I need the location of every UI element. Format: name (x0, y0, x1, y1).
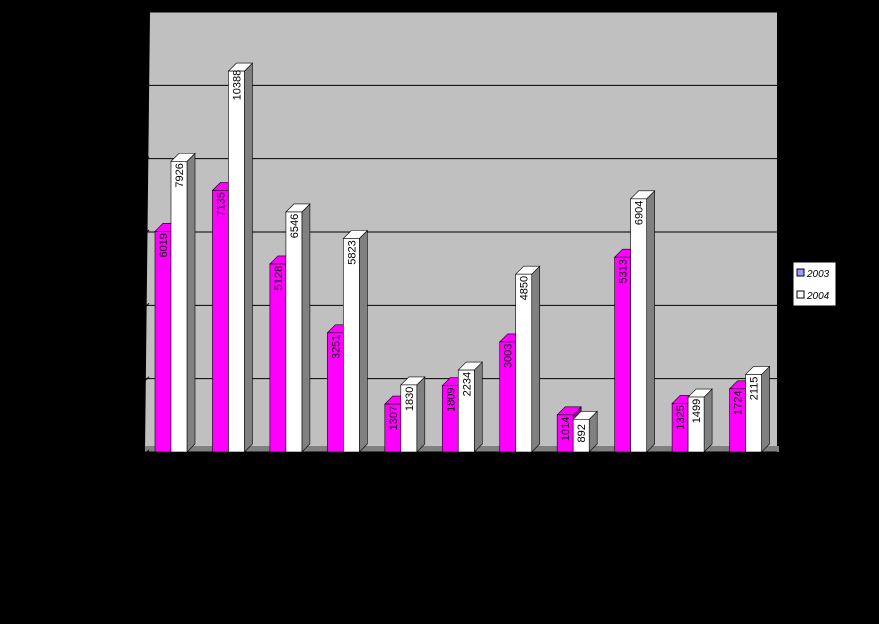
bar-side-s1-3 (359, 229, 368, 453)
legend-swatch-2004 (796, 290, 805, 299)
bar-s1-3 (343, 238, 360, 453)
data-label-s1-9: 1499 (691, 399, 703, 423)
data-label-s1-6: 4850 (519, 276, 531, 300)
gridline-tick (144, 229, 150, 235)
legend: 2003 2004 (792, 261, 837, 307)
data-label-s0-8: 5313 (618, 259, 630, 283)
data-label-s1-0: 7926 (174, 163, 186, 187)
bar-s0-1 (212, 190, 229, 453)
bars-group (154, 62, 771, 453)
data-label-s0-6: 3003 (503, 344, 515, 368)
bar-side-s1-8 (646, 190, 655, 453)
bar-s0-0 (154, 231, 172, 453)
bar-s1-8 (630, 198, 647, 453)
bar-s1-0 (170, 161, 188, 453)
data-label-s0-3: 3251 (330, 335, 342, 359)
bar-s0-2 (269, 263, 287, 453)
data-label-s0-2: 5128 (273, 266, 285, 290)
gridline-tick (144, 449, 150, 455)
bar-s0-8 (614, 256, 631, 453)
data-label-s1-7: 892 (576, 424, 588, 442)
legend-label-2003: 2003 (806, 269, 830, 280)
bar-side-s1-0 (186, 152, 196, 453)
bar-side-s1-6 (531, 265, 541, 453)
data-label-s0-7: 1014 (560, 417, 572, 441)
data-label-s1-5: 2234 (461, 372, 473, 396)
bar-s1-5 (457, 369, 475, 453)
data-label-s1-10: 2115 (749, 377, 761, 401)
data-label-s0-5: 1809 (445, 387, 457, 411)
gridline-tick (144, 82, 150, 88)
data-label-s0-1: 7135 (215, 192, 227, 216)
data-label-s0-4: 1307 (388, 406, 400, 430)
data-label-s0-10: 1724 (733, 391, 745, 415)
data-label-s1-4: 1830 (404, 387, 416, 411)
data-labels-group: 6019 7926 7135 10388 5128 6546 3251 5823 1307 183… (158, 70, 761, 443)
gridline-tick (144, 9, 150, 15)
bar-side-s1-9 (703, 388, 713, 453)
bar-s1-6 (515, 273, 533, 453)
bar-s1-2 (285, 211, 303, 453)
bar-side-s1-1 (244, 62, 253, 453)
legend-label-2004: 2004 (806, 291, 830, 302)
data-label-s1-8: 6904 (634, 201, 646, 225)
gridline-tick (144, 302, 150, 308)
bar-s1-1 (228, 70, 245, 453)
data-label-s0-9: 1325 (675, 405, 687, 429)
bar-side-s1-4 (416, 376, 426, 453)
bar-s1-9 (687, 396, 705, 453)
data-label-s1-2: 6546 (289, 214, 301, 238)
gridline-tick (144, 376, 150, 382)
data-label-s0-0: 6019 (158, 233, 170, 257)
bar-s1-7 (572, 418, 590, 453)
bar-side-s1-5 (473, 361, 483, 453)
data-label-s1-3: 5823 (346, 240, 358, 264)
gridline-tick (144, 156, 150, 162)
bar-s1-4 (400, 384, 418, 453)
legend-swatch-2003 (796, 268, 805, 277)
bar-side-s1-2 (301, 203, 311, 453)
bar-side-s1-10 (761, 365, 770, 453)
data-label-s1-1: 10388 (231, 70, 243, 101)
bar-s1-10 (745, 374, 762, 453)
